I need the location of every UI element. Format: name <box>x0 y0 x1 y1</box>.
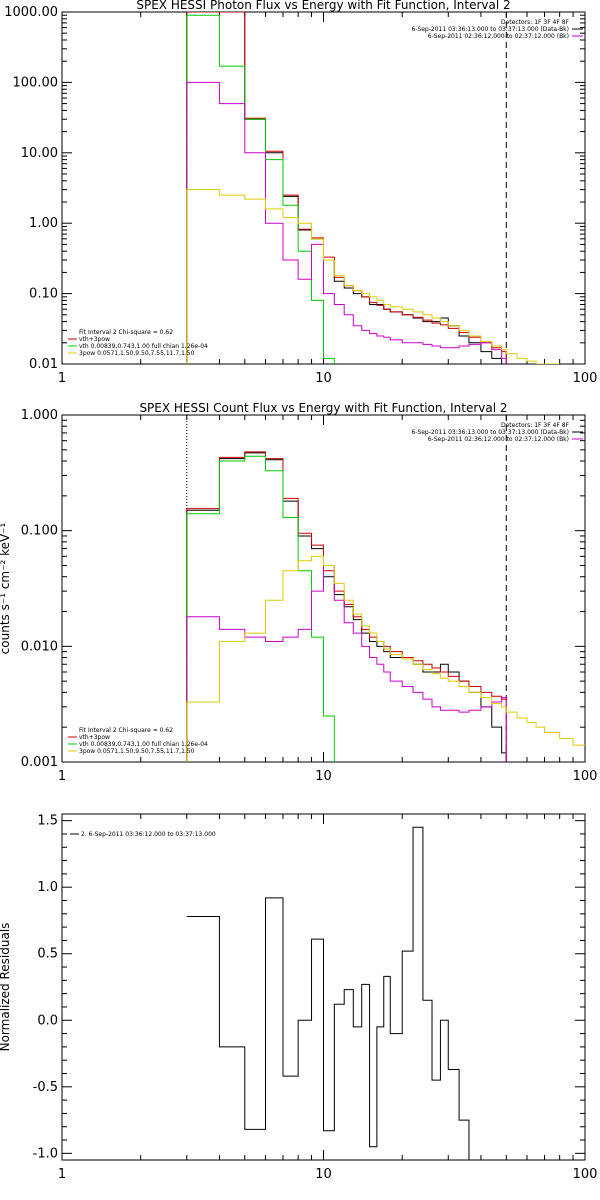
y-tick-label: -0.5 <box>33 1080 58 1095</box>
legend-text: Detectors: 1F 3F 4F 8F <box>501 422 570 429</box>
series-group <box>186 451 585 762</box>
x-tick-label: 1 <box>58 769 66 784</box>
y-tick-label: 0.100 <box>21 524 58 539</box>
data-series-1 <box>186 826 507 1160</box>
legend-text: 6-Sep-2011 03:36:13.000 to 03:37:13.000 … <box>411 26 569 33</box>
y-tick-label: 0.5 <box>37 947 58 962</box>
legend-bottom-left: Fit Interval 2 Chi-square = 0.62vth+3pow… <box>68 727 208 755</box>
legend-text: vth 0.00839,0.743,1.00 full chian 1.26e-… <box>79 741 208 748</box>
data-series-1 <box>186 12 507 364</box>
legend-text: 6-Sep-2011 02:36:12.000 to 02:37:12.000 … <box>428 436 569 443</box>
legend-top-right: Detectors: 1F 3F 4F 8F6-Sep-2011 03:36:1… <box>411 422 583 443</box>
legend-text: 3pow 0.0571,1.50,9.50,7.55,11.7,1.50 <box>79 748 195 755</box>
chart-panel-2: SPEX HESSI Count Flux vs Energy with Fit… <box>0 401 597 784</box>
x-tick-label: 10 <box>315 1167 332 1182</box>
y-tick-label: 10.00 <box>21 146 58 161</box>
data-series-5 <box>186 189 560 364</box>
x-tick-label: 10 <box>315 769 332 784</box>
legend-text: 6-Sep-2011 03:36:13.000 to 03:37:13.000 … <box>411 429 569 436</box>
chart-title: SPEX HESSI Photon Flux vs Energy with Fi… <box>136 0 510 12</box>
y-tick-label: 1000.00 <box>4 5 58 20</box>
chart-title: SPEX HESSI Count Flux vs Energy with Fit… <box>139 401 507 415</box>
y-tick-label: 1.00 <box>29 216 58 231</box>
data-series-5 <box>186 555 585 762</box>
data-series-4 <box>186 81 507 364</box>
x-tick-label: 100 <box>573 1167 598 1182</box>
data-series-4 <box>186 564 507 762</box>
legend-text: Fit Interval 2 Chi-square = 0.62 <box>79 329 173 336</box>
legend-text: 2. 6-Sep-2011 03:36:12.000 to 03:37:13.0… <box>81 831 216 838</box>
x-tick-label: 1 <box>58 371 66 386</box>
legend-text: vth+3pow <box>79 336 110 343</box>
y-tick-label: 100.00 <box>13 75 59 90</box>
legend-top-left: 2. 6-Sep-2011 03:36:12.000 to 03:37:13.0… <box>70 831 216 838</box>
x-tick-label: 1 <box>58 1167 66 1182</box>
legend-text: 6-Sep-2011 02:36:12.000 to 02:37:12.000 … <box>428 33 569 40</box>
legend-bottom-left: Fit Interval 2 Chi-square = 0.62vth+3pow… <box>68 329 208 357</box>
legend-text: vth+3pow <box>79 734 110 741</box>
y-tick-label: 1.5 <box>37 814 58 829</box>
x-tick-label: 10 <box>315 371 332 386</box>
data-series-3 <box>186 14 335 364</box>
y-tick-label: 0.01 <box>29 357 58 372</box>
legend-top-right: Detectors: 1F 3F 4F 8F6-Sep-2011 03:36:1… <box>411 19 583 40</box>
data-series-3 <box>186 455 335 762</box>
chart-panel-1: SPEX HESSI Photon Flux vs Energy with Fi… <box>4 0 597 386</box>
y-tick-label: 0.010 <box>21 639 58 654</box>
y-axis-label: Normalized Residuals <box>0 923 12 1052</box>
y-tick-label: -1.0 <box>33 1146 58 1161</box>
y-tick-label: 1.0 <box>37 880 58 895</box>
y-tick-label: 0.001 <box>21 755 58 770</box>
y-tick-label: 0.10 <box>29 287 58 302</box>
legend-text: vth 0.00839,0.743,1.00 full chian 1.26e-… <box>79 343 208 350</box>
legend-text: Detectors: 1F 3F 4F 8F <box>501 19 570 26</box>
series-group <box>186 826 507 1160</box>
x-tick-label: 100 <box>573 769 598 784</box>
legend-text: 3pow 0.0571,1.50,9.50,7.55,11.7,1.50 <box>79 350 195 357</box>
y-axis-label: counts s⁻¹ cm⁻² keV⁻¹ <box>0 522 12 654</box>
y-tick-label: 1.000 <box>21 408 58 423</box>
data-series-1 <box>186 452 507 762</box>
chart-panel-3: 1 10 100 -1.0 -0.5 0.0 0.5 1.0 1.5 Normalized Res… <box>0 813 598 1182</box>
series-group <box>186 12 560 364</box>
x-tick-label: 100 <box>573 371 598 386</box>
legend-text: Fit Interval 2 Chi-square = 0.62 <box>79 727 173 734</box>
y-tick-label: 0.0 <box>37 1013 58 1028</box>
data-series-2 <box>186 12 507 364</box>
